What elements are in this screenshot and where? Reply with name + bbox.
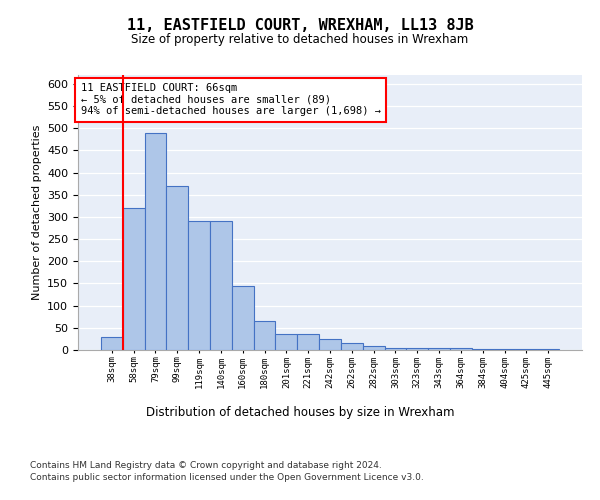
Bar bbox=[210, 222, 232, 350]
Bar bbox=[254, 321, 275, 350]
Bar bbox=[297, 334, 319, 350]
Text: Contains HM Land Registry data © Crown copyright and database right 2024.: Contains HM Land Registry data © Crown c… bbox=[30, 460, 382, 469]
Bar bbox=[428, 348, 450, 350]
Bar bbox=[166, 186, 188, 350]
Y-axis label: Number of detached properties: Number of detached properties bbox=[32, 125, 41, 300]
Bar bbox=[341, 344, 363, 350]
Bar bbox=[101, 336, 123, 350]
Bar bbox=[494, 349, 515, 350]
Bar bbox=[363, 346, 385, 350]
Text: Contains public sector information licensed under the Open Government Licence v3: Contains public sector information licen… bbox=[30, 473, 424, 482]
Bar bbox=[537, 349, 559, 350]
Text: Distribution of detached houses by size in Wrexham: Distribution of detached houses by size … bbox=[146, 406, 454, 419]
Bar bbox=[123, 208, 145, 350]
Bar bbox=[450, 348, 472, 350]
Bar bbox=[232, 286, 254, 350]
Text: 11, EASTFIELD COURT, WREXHAM, LL13 8JB: 11, EASTFIELD COURT, WREXHAM, LL13 8JB bbox=[127, 18, 473, 32]
Bar bbox=[515, 349, 537, 350]
Text: Size of property relative to detached houses in Wrexham: Size of property relative to detached ho… bbox=[131, 32, 469, 46]
Bar bbox=[385, 348, 406, 350]
Text: 11 EASTFIELD COURT: 66sqm
← 5% of detached houses are smaller (89)
94% of semi-d: 11 EASTFIELD COURT: 66sqm ← 5% of detach… bbox=[80, 83, 380, 116]
Bar bbox=[472, 349, 494, 350]
Bar bbox=[275, 334, 297, 350]
Bar bbox=[188, 222, 210, 350]
Bar bbox=[406, 348, 428, 350]
Bar bbox=[145, 132, 166, 350]
Bar bbox=[319, 339, 341, 350]
